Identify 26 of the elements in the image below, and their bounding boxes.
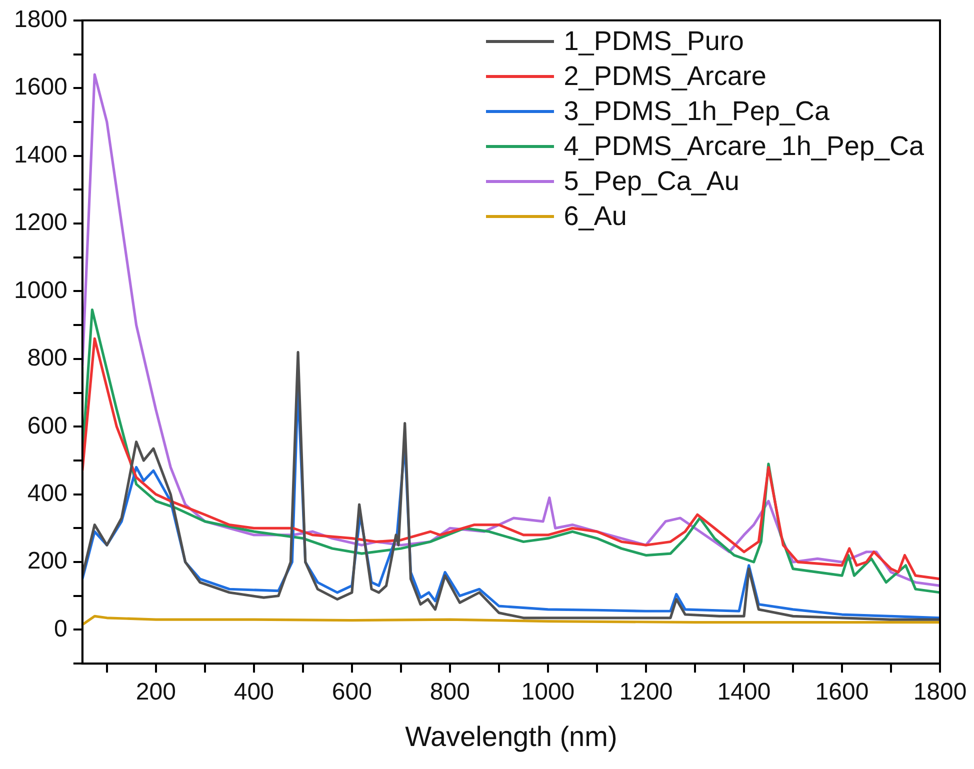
y-tick-label: 1400 [14, 141, 68, 168]
x-tick-label: 1600 [815, 678, 869, 706]
y-tick-label: 1000 [14, 276, 68, 304]
legend-label: 2_PDMS_Arcare [564, 60, 766, 93]
y-tick-label: 400 [27, 480, 68, 507]
legend-label: 4_PDMS_Arcare_1h_Pep_Ca [564, 130, 924, 163]
legend-label: 6_Au [564, 200, 627, 233]
y-tick-label: 1800 [14, 6, 68, 34]
legend-label: 1_PDMS_Puro [564, 25, 744, 58]
x-axis-title: Wavelength (nm) [405, 720, 618, 752]
x-tick-label: 1400 [717, 678, 771, 706]
legend-label: 3_PDMS_1h_Pep_Ca [564, 95, 830, 128]
x-tick-label: 400 [234, 678, 274, 706]
y-tick-label: 1200 [14, 209, 68, 236]
y-tick-label: 0 [54, 615, 68, 642]
legend-label: 5_Pep_Ca_Au [564, 165, 740, 198]
y-tick-label: 600 [27, 412, 68, 440]
y-tick-label: 1600 [14, 74, 68, 101]
x-tick-label: 800 [430, 678, 470, 706]
x-tick-label: 1000 [521, 678, 575, 706]
x-tick-label: 1200 [619, 678, 673, 706]
y-tick-label: 800 [27, 344, 68, 372]
x-tick-label: 1800 [913, 678, 967, 706]
x-tick-label: 600 [332, 678, 372, 706]
x-tick-label: 200 [136, 678, 176, 706]
y-tick-label: 200 [27, 548, 68, 575]
